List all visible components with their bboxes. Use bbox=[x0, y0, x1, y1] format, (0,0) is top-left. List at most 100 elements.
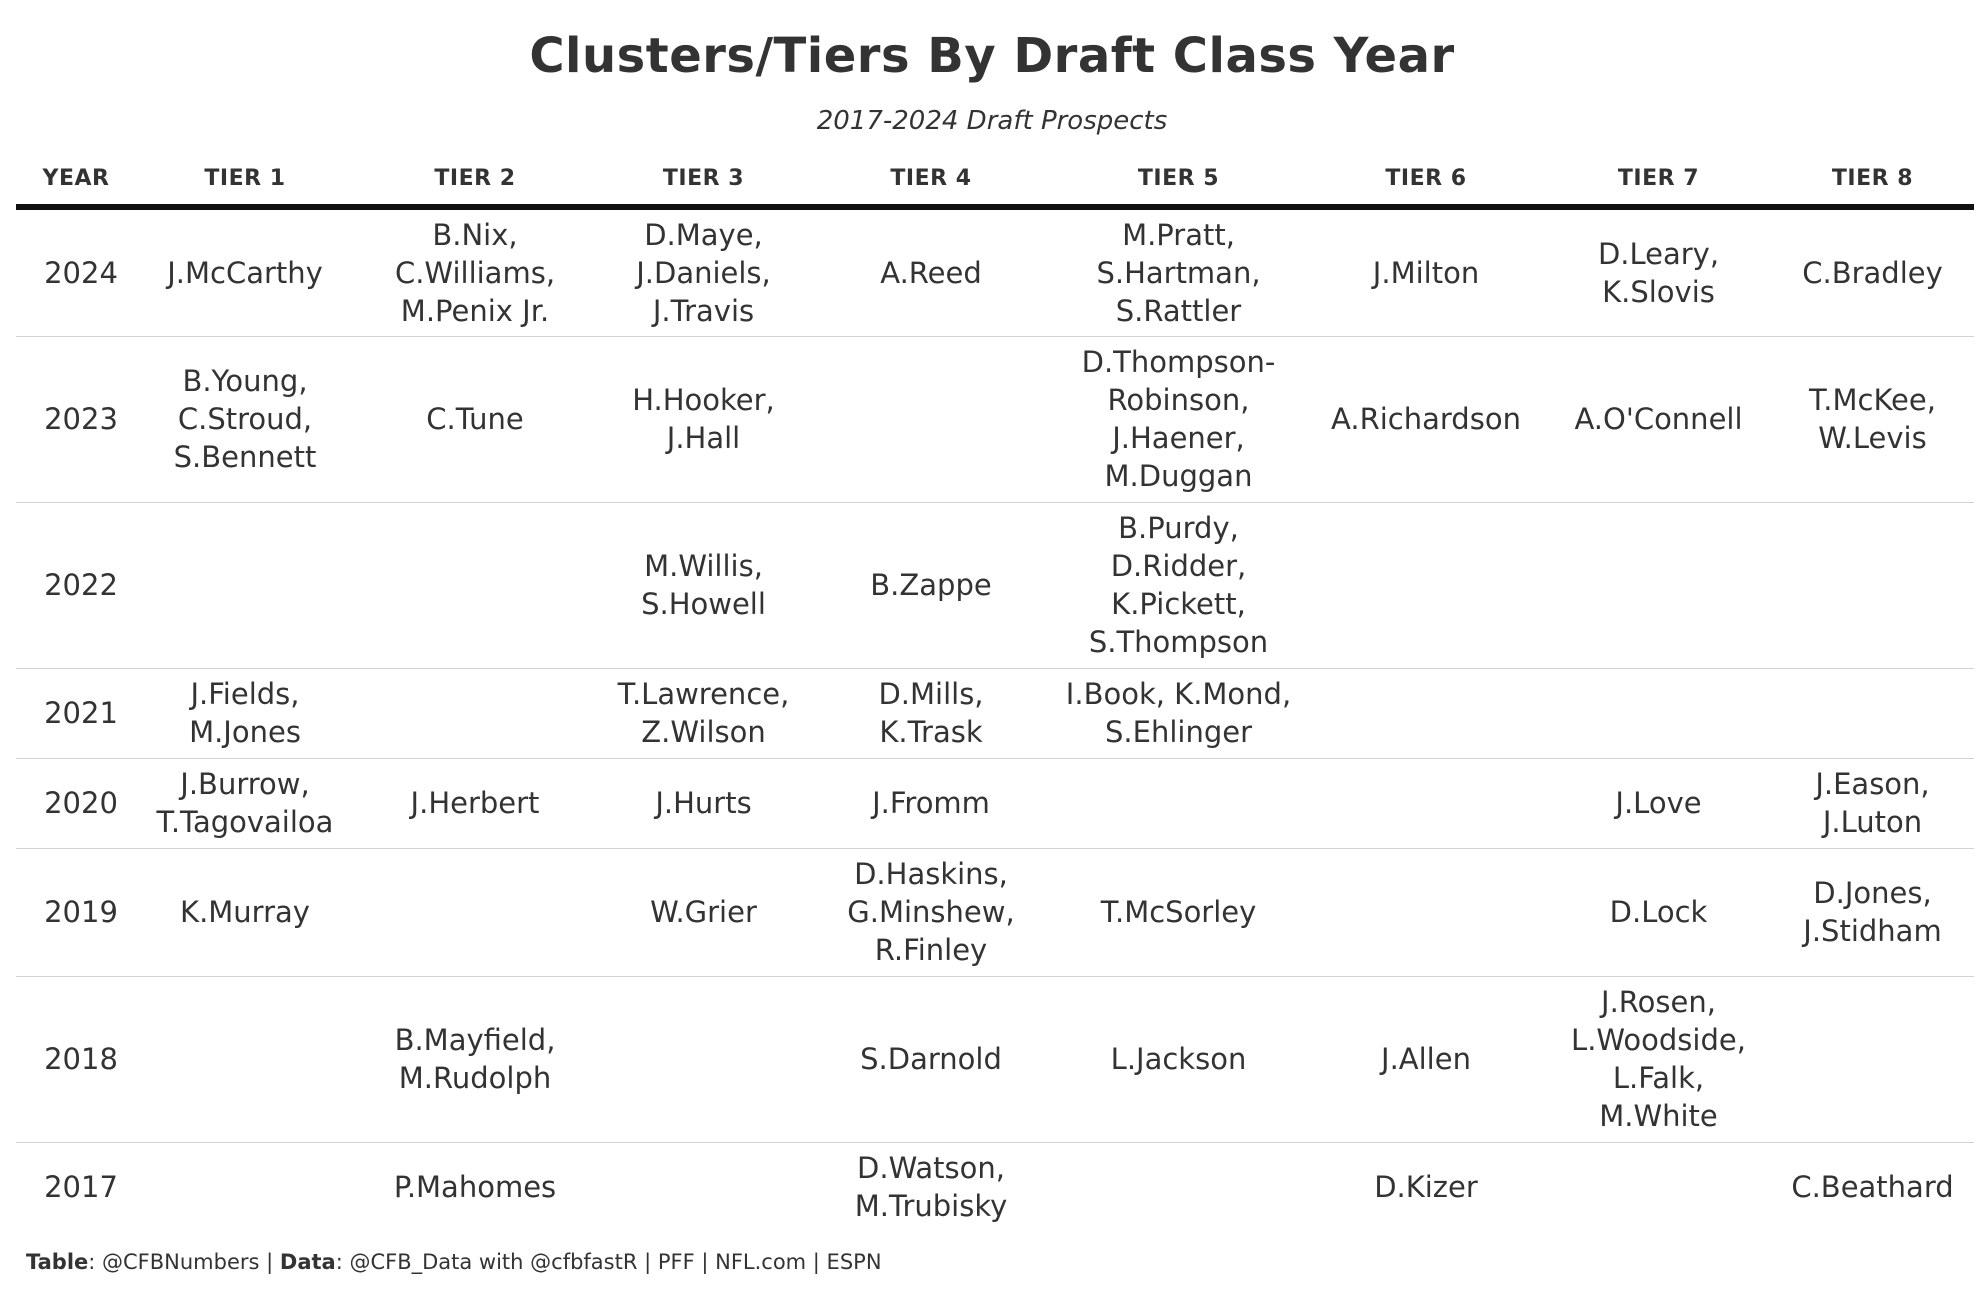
player-name: S.Ehlinger bbox=[1105, 715, 1252, 749]
tier-cell bbox=[1546, 667, 1771, 758]
player-name: A.Reed bbox=[880, 255, 982, 290]
player-name: T.McKee, bbox=[1809, 383, 1936, 417]
player-name: J.Hall bbox=[666, 421, 741, 455]
player-name: J.Daniels, bbox=[636, 255, 771, 290]
tier-cell: W.Grier bbox=[596, 847, 811, 976]
tier-cell: J.Burrow, T.Tagovailoa bbox=[136, 757, 354, 848]
player-name: D.Jones, bbox=[1813, 876, 1932, 910]
tier-cell: B.Nix, C.Williams, M.Penix Jr. bbox=[354, 207, 596, 336]
player-name: S.Darnold bbox=[860, 1042, 1002, 1076]
tier-cell bbox=[1771, 501, 1974, 668]
table-row: 2022 M.Willis, S.Howell B.Zappe B.Purdy, D.Ri… bbox=[16, 501, 1974, 668]
tier-table: YEAR TIER 1 TIER 2 TIER 3 TIER 4 TIER 5 TIER 6… bbox=[16, 152, 1974, 1232]
tier-cell: D.Lock bbox=[1546, 847, 1771, 976]
player-name: Robinson, bbox=[1107, 383, 1250, 417]
player-name: M.Rudolph bbox=[398, 1061, 552, 1095]
tier-cell: J.Milton bbox=[1306, 207, 1546, 336]
player-name: D.Kizer bbox=[1374, 1170, 1478, 1205]
column-header-tier-8: TIER 8 bbox=[1771, 152, 1974, 210]
table-row: 2018 B.Mayfield, M.Rudolph S.Darnold L.Jacks… bbox=[16, 975, 1974, 1142]
player-name: M.Pratt, bbox=[1122, 217, 1235, 252]
table-row: 2020 J.Burrow, T.Tagovailoa J.Herbert J.Hurt… bbox=[16, 757, 1974, 848]
tier-cell: S.Darnold bbox=[811, 975, 1051, 1142]
column-header-tier-1: TIER 1 bbox=[136, 152, 354, 210]
player-name: R.Finley bbox=[874, 933, 988, 967]
year-cell: 2023 bbox=[16, 335, 136, 502]
year-label: 2019 bbox=[44, 895, 118, 929]
player-name: L.Falk, bbox=[1612, 1061, 1705, 1095]
chart-subtitle: 2017-2024 Draft Prospects bbox=[816, 106, 1168, 136]
player-name: D.Maye, bbox=[644, 217, 763, 252]
tier-cell: J.Eason, J.Luton bbox=[1771, 757, 1974, 848]
tier-cell bbox=[1546, 1141, 1771, 1232]
column-header-tier-6: TIER 6 bbox=[1306, 152, 1546, 210]
player-name: C.Bradley bbox=[1802, 255, 1943, 290]
year-cell: 2019 bbox=[16, 847, 136, 976]
column-header-tier-7: TIER 7 bbox=[1546, 152, 1771, 210]
year-cell: 2021 bbox=[16, 667, 136, 758]
table-row: 2024 J.McCarthy B.Nix, C.Williams, M.Penix J… bbox=[16, 207, 1974, 336]
tier-cell: M.Pratt, S.Hartman, S.Rattler bbox=[1051, 207, 1306, 336]
player-name: C.Stroud, bbox=[177, 402, 313, 436]
year-label: 2022 bbox=[44, 568, 118, 602]
tier-cell: B.Young, C.Stroud, S.Bennett bbox=[136, 335, 354, 502]
tier-cell: D.Watson, M.Trubisky bbox=[811, 1141, 1051, 1232]
player-name: B.Young, bbox=[182, 364, 308, 398]
tier-cell: I.Book, K.Mond, S.Ehlinger bbox=[1051, 667, 1306, 758]
table-row: 2023 B.Young, C.Stroud, S.Bennett C.Tune H.Ho… bbox=[16, 335, 1974, 502]
player-name: W.Grier bbox=[650, 895, 757, 929]
player-name: D.Ridder, bbox=[1110, 549, 1247, 583]
player-name: J.Burrow, bbox=[180, 767, 310, 801]
player-name: K.Murray bbox=[180, 895, 310, 929]
tier-cell bbox=[354, 501, 596, 668]
player-name: P.Mahomes bbox=[393, 1170, 557, 1205]
player-name: S.Hartman, bbox=[1096, 255, 1261, 290]
player-name: B.Nix, bbox=[432, 217, 518, 252]
year-label: 2024 bbox=[44, 255, 118, 290]
tier-cell bbox=[1051, 1141, 1306, 1232]
tier-cell bbox=[354, 847, 596, 976]
tier-cell: C.Bradley bbox=[1771, 207, 1974, 336]
player-name: A.O'Connell bbox=[1574, 402, 1743, 436]
tier-cell bbox=[1771, 975, 1974, 1142]
tier-cell: J.Fromm bbox=[811, 757, 1051, 848]
player-name: G.Minshew, bbox=[847, 895, 1015, 929]
player-name: J.Herbert bbox=[410, 786, 540, 820]
tier-cell bbox=[811, 335, 1051, 502]
tier-cell bbox=[1771, 667, 1974, 758]
player-name: S.Thompson bbox=[1088, 625, 1269, 659]
tier-cell bbox=[1306, 757, 1546, 848]
year-cell: 2018 bbox=[16, 975, 136, 1142]
header-row: YEAR TIER 1 TIER 2 TIER 3 TIER 4 TIER 5 TIER 6… bbox=[16, 152, 1974, 210]
column-header-tier-4: TIER 4 bbox=[811, 152, 1051, 210]
tier-cell: D.Kizer bbox=[1306, 1141, 1546, 1232]
player-name: D.Watson, bbox=[857, 1151, 1005, 1186]
table-row: 2017 P.Mahomes D.Watson, M.Trubisky D.Kizer C… bbox=[16, 1141, 1974, 1232]
player-name: D.Leary, bbox=[1597, 236, 1720, 271]
player-name: B.Purdy, bbox=[1118, 511, 1239, 545]
tier-cell bbox=[136, 501, 354, 668]
player-name: D.Haskins, bbox=[854, 857, 1008, 891]
caption-table-label: Table bbox=[26, 1250, 89, 1274]
year-label: 2021 bbox=[44, 696, 118, 730]
tier-cell: L.Jackson bbox=[1051, 975, 1306, 1142]
player-name: T.Lawrence, bbox=[617, 677, 790, 711]
tier-cell: J.Herbert bbox=[354, 757, 596, 848]
table-row: 2021 J.Fields, M.Jones T.Lawrence, Z.Wilson D… bbox=[16, 667, 1974, 758]
player-name: J.Rosen, bbox=[1601, 985, 1716, 1019]
player-name: L.Jackson bbox=[1110, 1042, 1247, 1076]
player-name: K.Pickett, bbox=[1111, 587, 1246, 621]
column-header-tier-5: TIER 5 bbox=[1051, 152, 1306, 210]
tier-cell: J.Hurts bbox=[596, 757, 811, 848]
tier-cell: D.Maye, J.Daniels, J.Travis bbox=[596, 207, 811, 336]
table-body: 2024 J.McCarthy B.Nix, C.Williams, M.Penix J… bbox=[16, 207, 1974, 1232]
tier-cell: D.Jones, J.Stidham bbox=[1771, 847, 1974, 976]
player-name: T.McSorley bbox=[1100, 895, 1257, 929]
year-cell: 2017 bbox=[16, 1141, 136, 1232]
player-name: K.Slovis bbox=[1602, 274, 1715, 309]
tier-cell: M.Willis, S.Howell bbox=[596, 501, 811, 668]
tier-cell bbox=[1306, 667, 1546, 758]
tier-cell: J.Rosen, L.Woodside, L.Falk, M.White bbox=[1546, 975, 1771, 1142]
player-name: L.Woodside, bbox=[1571, 1023, 1746, 1057]
